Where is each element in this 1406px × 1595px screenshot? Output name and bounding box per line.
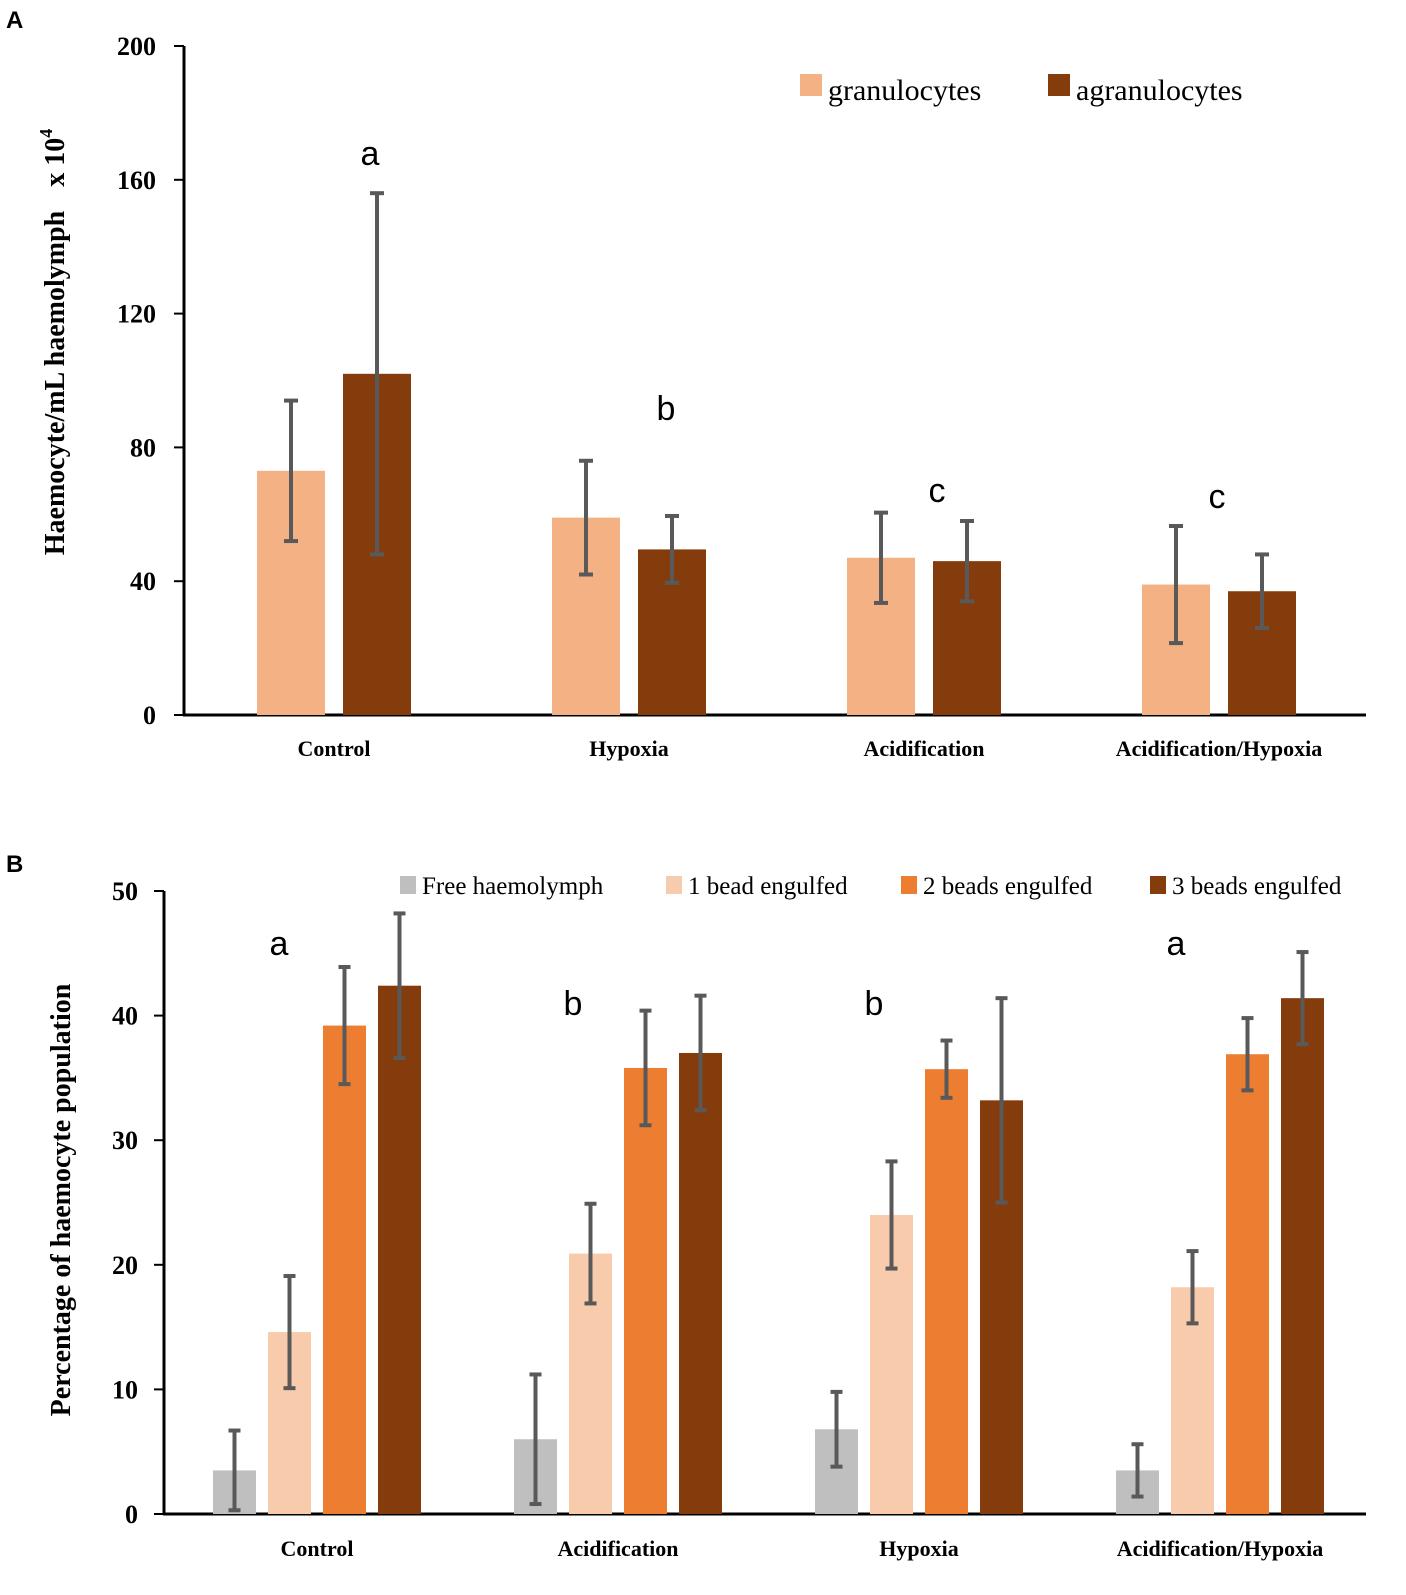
panel-b-y-axis-title: Percentage of haemocyte population: [46, 983, 77, 1416]
panel-b-legend-swatch: [666, 876, 682, 894]
panel-a: A Haemocyte/mL haemolymph x 104 0 40 80 120 1…: [6, 7, 1366, 761]
panel-b-legend-swatch: [901, 876, 917, 894]
panel-a-category-label: Control: [298, 736, 371, 761]
panel-a-category-label: Acidification: [864, 736, 985, 761]
panel-b-y-tick-label: 10: [112, 1375, 138, 1404]
panel-b-y-tick-label: 40: [112, 1002, 138, 1031]
panel-a-y-axis-unit: x 10: [40, 138, 71, 187]
panel-b-bar: [624, 1067, 667, 1514]
panel-b-bar: [1281, 998, 1324, 1514]
panel-a-significance-letter: a: [361, 135, 380, 173]
panel-b: B Percentage of haemocyte population 0 10…: [6, 851, 1366, 1561]
panel-b-bar: [323, 1025, 366, 1514]
panel-a-significance-letter: b: [657, 390, 676, 428]
panel-b-significance-letter: a: [270, 925, 289, 963]
panel-a-y-tick-label: 200: [117, 32, 156, 61]
panel-b-y-axis-label: Percentage of haemocyte population: [46, 983, 77, 1416]
panel-a-y-tick-label: 0: [143, 701, 156, 730]
panel-b-legend-swatch: [400, 876, 416, 894]
panel-b-significance-letter: b: [865, 985, 884, 1023]
panel-a-category-label: Hypoxia: [589, 736, 668, 761]
panel-b-legend: Free haemolymph 1 bead engulfed 2 beads en…: [400, 873, 1342, 900]
panel-b-category-label: Hypoxia: [879, 1536, 958, 1561]
panel-a-legend-label: granulocytes: [828, 74, 981, 107]
panel-a-legend-swatch: [800, 74, 822, 96]
panel-a-legend-label: agranulocytes: [1076, 74, 1243, 107]
panel-b-legend-label: Free haemolymph: [422, 873, 604, 900]
panel-a-y-tick-label: 160: [117, 166, 156, 195]
panel-b-legend-label: 2 beads engulfed: [923, 873, 1093, 900]
panel-b-bar: [925, 1069, 968, 1514]
panel-a-significance-letter: c: [1209, 478, 1226, 516]
panel-a-category-label: Acidification/Hypoxia: [1116, 736, 1323, 761]
panel-b-significance-letter: a: [1167, 925, 1186, 963]
panel-b-bar: [1226, 1054, 1269, 1514]
panel-b-significance-letter: b: [564, 985, 583, 1023]
panel-a-y-axis-title: Haemocyte/mL haemolymph: [40, 210, 71, 555]
panel-b-category-label: Acidification: [558, 1536, 679, 1561]
panel-a-plot: 0 40 80 120 160 200 Control a Hypoxia b Acidificat…: [117, 32, 1366, 761]
panel-b-legend-label: 1 bead engulfed: [688, 873, 848, 900]
panel-b-y-tick-label: 0: [125, 1500, 138, 1529]
panel-a-y-tick-label: 40: [130, 567, 156, 596]
panel-a-label: A: [6, 7, 23, 34]
panel-b-category-label: Acidification/Hypoxia: [1117, 1536, 1324, 1561]
panel-b-bar: [679, 1052, 722, 1514]
panel-a-significance-letter: c: [929, 472, 946, 510]
panel-b-label: B: [6, 851, 23, 878]
panel-b-legend-label: 3 beads engulfed: [1172, 873, 1342, 900]
panel-a-y-tick-label: 120: [117, 300, 156, 329]
panel-b-y-tick-label: 50: [112, 877, 138, 906]
panel-b-y-tick-label: 20: [112, 1251, 138, 1280]
panel-a-y-axis-unit-exponent: 4: [36, 129, 56, 138]
panel-a-y-tick-label: 80: [130, 433, 156, 462]
panel-b-legend-swatch: [1150, 876, 1166, 894]
panel-a-y-axis-label: Haemocyte/mL haemolymph x 104: [36, 129, 71, 556]
panel-a-legend-swatch: [1048, 74, 1070, 96]
panel-b-y-tick-label: 30: [112, 1126, 138, 1155]
panel-a-legend: granulocytes agranulocytes: [800, 74, 1243, 107]
svg-text:Haemocyte/mL haemolymphx 104: Haemocyte/mL haemolymph x 104: [36, 129, 71, 556]
panel-b-bar: [378, 985, 421, 1514]
panel-b-plot: 0 10 20 30 40 50 Control a Acidification b Hypoxia…: [112, 873, 1366, 1561]
panel-b-category-label: Control: [281, 1536, 354, 1561]
